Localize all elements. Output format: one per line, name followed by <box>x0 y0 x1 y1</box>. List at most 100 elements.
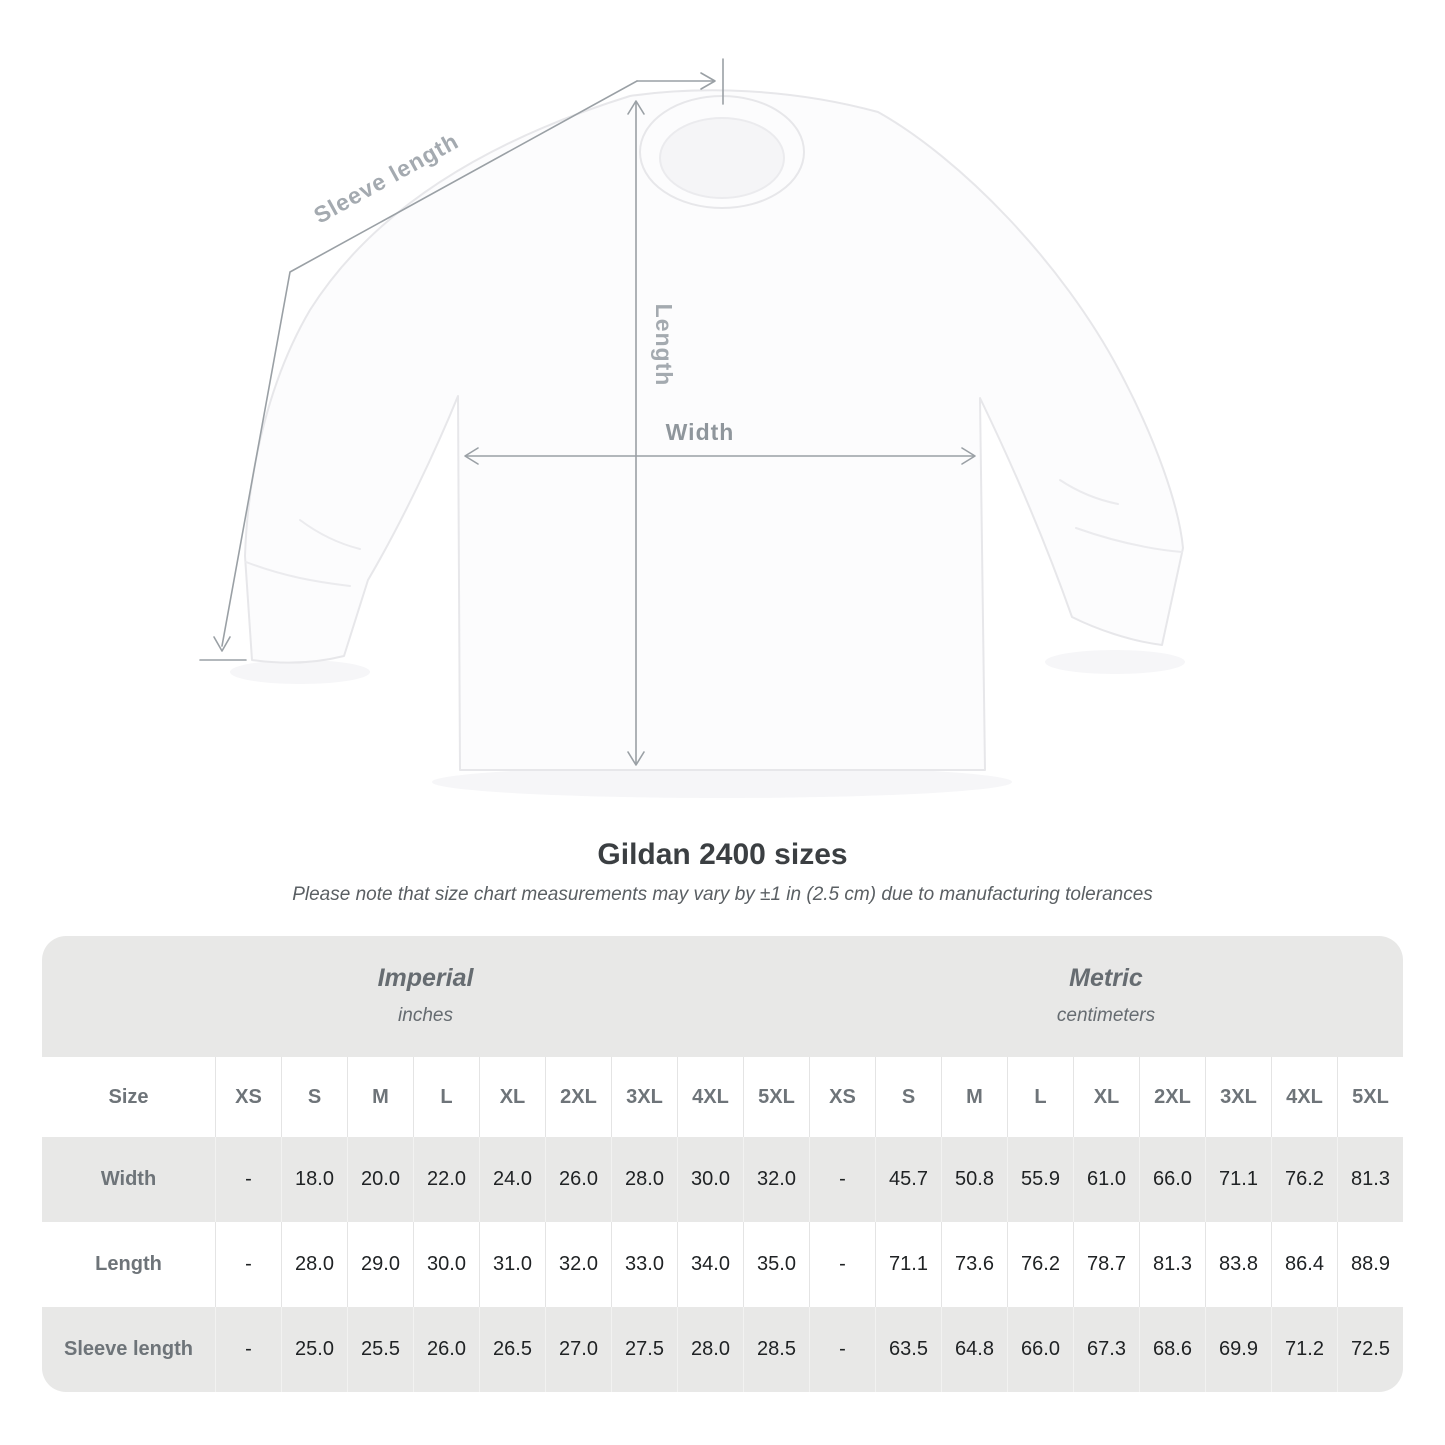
shirt-diagram-svg: Sleeve length Length Width <box>199 58 1185 771</box>
imperial-size-header: 5XL <box>743 1057 809 1137</box>
imperial-value-cell: 26.5 <box>479 1307 545 1392</box>
size-table-grid: Size XS S M L XL 2XL 3XL 4XL 5XL XS S M L XL 2XL 3XL 4XL 5… <box>42 1057 1403 1392</box>
left-cuff-shadow <box>230 660 370 684</box>
metric-value-cell: 73.6 <box>941 1222 1007 1307</box>
sleeve-length-end-arrowhead <box>213 636 231 652</box>
imperial-value-cell: 26.0 <box>545 1137 611 1222</box>
imperial-value-cell: 22.0 <box>413 1137 479 1222</box>
imperial-value-cell: 27.5 <box>611 1307 677 1392</box>
size-column-header: Size <box>42 1057 215 1137</box>
tolerance-note: Please note that size chart measurements… <box>292 884 1153 905</box>
row-label: Width <box>42 1137 215 1222</box>
metric-size-header: S <box>875 1057 941 1137</box>
row-label: Sleeve length <box>42 1307 215 1392</box>
metric-title: Metric <box>1069 964 1143 992</box>
metric-value-cell: 66.0 <box>1007 1307 1073 1392</box>
metric-value-cell: 76.2 <box>1271 1137 1337 1222</box>
imperial-value-cell: - <box>215 1222 281 1307</box>
metric-value-cell: 72.5 <box>1337 1307 1403 1392</box>
metric-value-cell: - <box>809 1137 875 1222</box>
length-label: Length <box>651 304 677 387</box>
imperial-value-cell: 25.5 <box>347 1307 413 1392</box>
sleeve-length-top-arrowhead <box>700 72 716 90</box>
metric-value-cell: 45.7 <box>875 1137 941 1222</box>
right-sleeve-fold <box>1059 479 1119 505</box>
row-label: Length <box>42 1222 215 1307</box>
imperial-value-cell: 28.0 <box>677 1307 743 1392</box>
metric-value-cell: - <box>809 1307 875 1392</box>
metric-value-cell: 71.1 <box>1205 1137 1271 1222</box>
metric-size-header: XS <box>809 1057 875 1137</box>
metric-value-cell: 78.7 <box>1073 1222 1139 1307</box>
imperial-value-cell: 18.0 <box>281 1137 347 1222</box>
metric-value-cell: 68.6 <box>1139 1307 1205 1392</box>
width-left-arrowhead <box>464 447 479 465</box>
metric-value-cell: 55.9 <box>1007 1137 1073 1222</box>
imperial-value-cell: - <box>215 1307 281 1392</box>
unit-header-row: Imperial inches Metric centimeters <box>42 936 1403 1057</box>
metric-value-cell: 86.4 <box>1271 1222 1337 1307</box>
imperial-value-cell: 31.0 <box>479 1222 545 1307</box>
imperial-size-header: XS <box>215 1057 281 1137</box>
imperial-value-cell: 32.0 <box>545 1222 611 1307</box>
length-bottom-arrowhead <box>627 751 645 766</box>
imperial-size-header: M <box>347 1057 413 1137</box>
imperial-value-cell: 25.0 <box>281 1307 347 1392</box>
imperial-value-cell: 33.0 <box>611 1222 677 1307</box>
page-title: Gildan 2400 sizes <box>597 838 848 871</box>
metric-size-header: 5XL <box>1337 1057 1403 1137</box>
imperial-size-header: XL <box>479 1057 545 1137</box>
metric-value-cell: 67.3 <box>1073 1307 1139 1392</box>
shirt-measurement-diagram: Sleeve length Length Width <box>199 58 1185 771</box>
metric-size-header: M <box>941 1057 1007 1137</box>
metric-value-cell: 66.0 <box>1139 1137 1205 1222</box>
imperial-value-cell: 29.0 <box>347 1222 413 1307</box>
metric-size-header: 4XL <box>1271 1057 1337 1137</box>
imperial-value-cell: 30.0 <box>677 1137 743 1222</box>
metric-size-header: 3XL <box>1205 1057 1271 1137</box>
metric-value-cell: 61.0 <box>1073 1137 1139 1222</box>
metric-value-cell: 76.2 <box>1007 1222 1073 1307</box>
imperial-value-cell: 35.0 <box>743 1222 809 1307</box>
metric-unit: centimeters <box>1056 1005 1156 1026</box>
imperial-value-cell: 28.0 <box>281 1222 347 1307</box>
right-cuff-shadow <box>1045 650 1185 674</box>
imperial-size-header: 3XL <box>611 1057 677 1137</box>
imperial-value-cell: 34.0 <box>677 1222 743 1307</box>
width-right-arrowhead <box>961 447 976 465</box>
metric-value-cell: 81.3 <box>1139 1222 1205 1307</box>
metric-size-header: 2XL <box>1139 1057 1205 1137</box>
metric-value-cell: 88.9 <box>1337 1222 1403 1307</box>
imperial-value-cell: 30.0 <box>413 1222 479 1307</box>
metric-value-cell: 83.8 <box>1205 1222 1271 1307</box>
imperial-size-header: S <box>281 1057 347 1137</box>
imperial-value-cell: 24.0 <box>479 1137 545 1222</box>
metric-value-cell: 71.2 <box>1271 1307 1337 1392</box>
imperial-value-cell: 20.0 <box>347 1137 413 1222</box>
metric-value-cell: - <box>809 1222 875 1307</box>
size-table: Imperial inches Metric centimeters Size X… <box>42 936 1403 1392</box>
metric-value-cell: 81.3 <box>1337 1137 1403 1222</box>
metric-value-cell: 71.1 <box>875 1222 941 1307</box>
width-label: Width <box>666 419 735 445</box>
imperial-value-cell: 28.0 <box>611 1137 677 1222</box>
sleeve-length-line <box>221 80 638 647</box>
left-cuff-seam <box>245 561 351 587</box>
imperial-header: Imperial inches <box>42 936 809 1057</box>
length-top-arrowhead <box>627 100 645 115</box>
imperial-value-cell: 27.0 <box>545 1307 611 1392</box>
collar-opening <box>659 117 785 199</box>
metric-size-header: XL <box>1073 1057 1139 1137</box>
imperial-size-header: 4XL <box>677 1057 743 1137</box>
imperial-value-cell: 26.0 <box>413 1307 479 1392</box>
imperial-value-cell: 28.5 <box>743 1307 809 1392</box>
imperial-size-header: 2XL <box>545 1057 611 1137</box>
metric-value-cell: 69.9 <box>1205 1307 1271 1392</box>
imperial-value-cell: 32.0 <box>743 1137 809 1222</box>
imperial-unit: inches <box>398 1005 453 1026</box>
left-sleeve-fold <box>299 519 361 550</box>
imperial-value-cell: - <box>215 1137 281 1222</box>
imperial-title: Imperial <box>377 964 474 992</box>
title-block: Gildan 2400 sizes Please note that size … <box>0 838 1445 906</box>
imperial-size-header: L <box>413 1057 479 1137</box>
